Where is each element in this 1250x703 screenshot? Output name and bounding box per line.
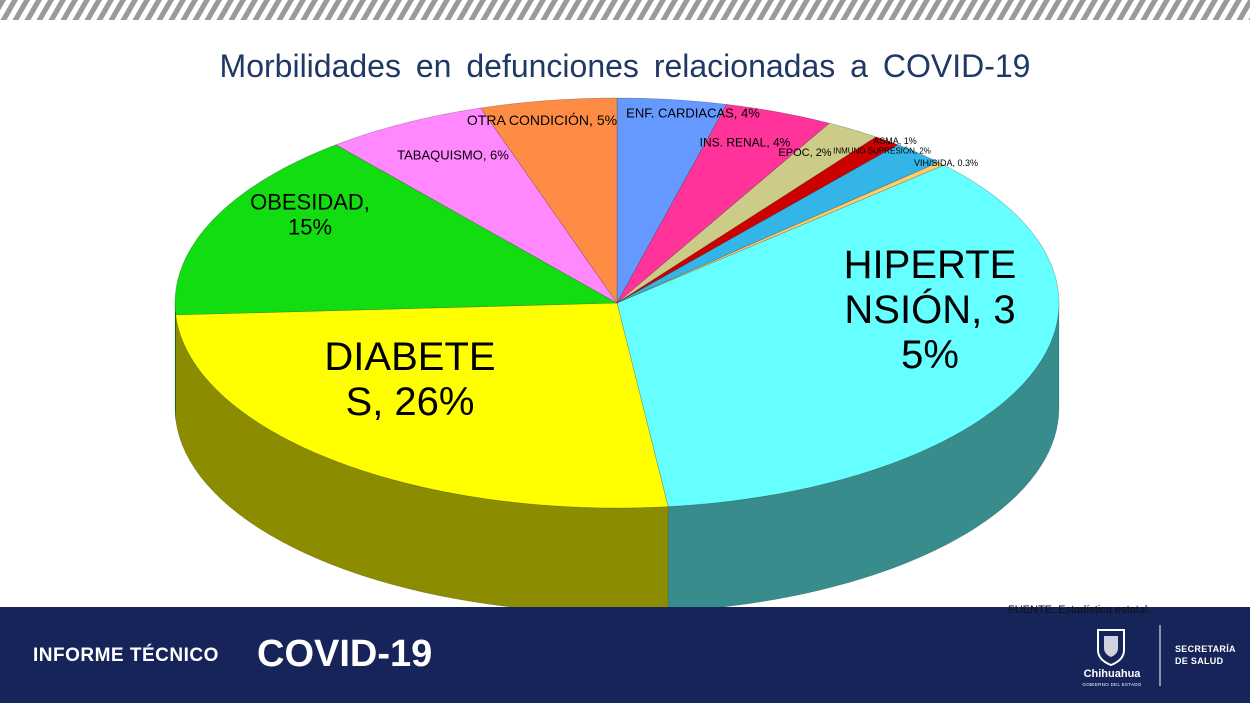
- logo-shield: [1097, 629, 1125, 667]
- data-label: HIPERTENSIÓN, 35%: [843, 242, 1017, 377]
- slice: [616, 136, 899, 304]
- data-label: ENF. CARDIACAS, 4%: [626, 105, 760, 121]
- slice: [616, 164, 1060, 507]
- slice-side: [174, 303, 176, 420]
- slice: [175, 302, 669, 509]
- slice: [616, 122, 877, 304]
- data-label: INS. RENAL, 4%: [699, 135, 791, 150]
- footer-label: INFORME TÉCNICO: [33, 645, 219, 666]
- dept-line2: DE SALUD: [1175, 656, 1224, 666]
- logo-state: Chihuahua: [1083, 668, 1141, 680]
- data-label: ASMA, 1%: [873, 135, 917, 146]
- data-label: EPOC, 2%: [778, 146, 832, 159]
- data-label: OTRA CONDICIÓN, 5%: [466, 112, 618, 129]
- logo-shield-inner: [1104, 636, 1118, 657]
- slice: [174, 144, 619, 316]
- data-label: DIABETES, 26%: [324, 335, 496, 424]
- slice: [616, 144, 940, 304]
- slice: [616, 104, 830, 304]
- data-label: OBESIDAD, 15%: [250, 189, 370, 239]
- source-note: FUENTE: Estadística estatal.: [1008, 604, 1151, 616]
- logo-state-sub: GOBIERNO DEL ESTADO: [1082, 682, 1142, 687]
- top-stripe: [0, 0, 1250, 20]
- data-label: TABAQUISMO, 6%: [397, 147, 509, 163]
- footer-topic: COVID-19: [257, 633, 433, 675]
- pie: [174, 97, 1060, 614]
- slice: [616, 97, 728, 304]
- data-label: VIH/SIDA, 0.3%: [913, 157, 979, 168]
- slice: [335, 107, 618, 304]
- data-label: INMUNO SUPRESIÓN, 2%: [833, 146, 931, 156]
- footer-band: [0, 607, 1250, 703]
- dept-line1: SECRETARÍA: [1175, 644, 1236, 654]
- slice: [480, 97, 618, 304]
- chart-title: Morbilidades en defunciones relacionadas…: [219, 48, 1031, 84]
